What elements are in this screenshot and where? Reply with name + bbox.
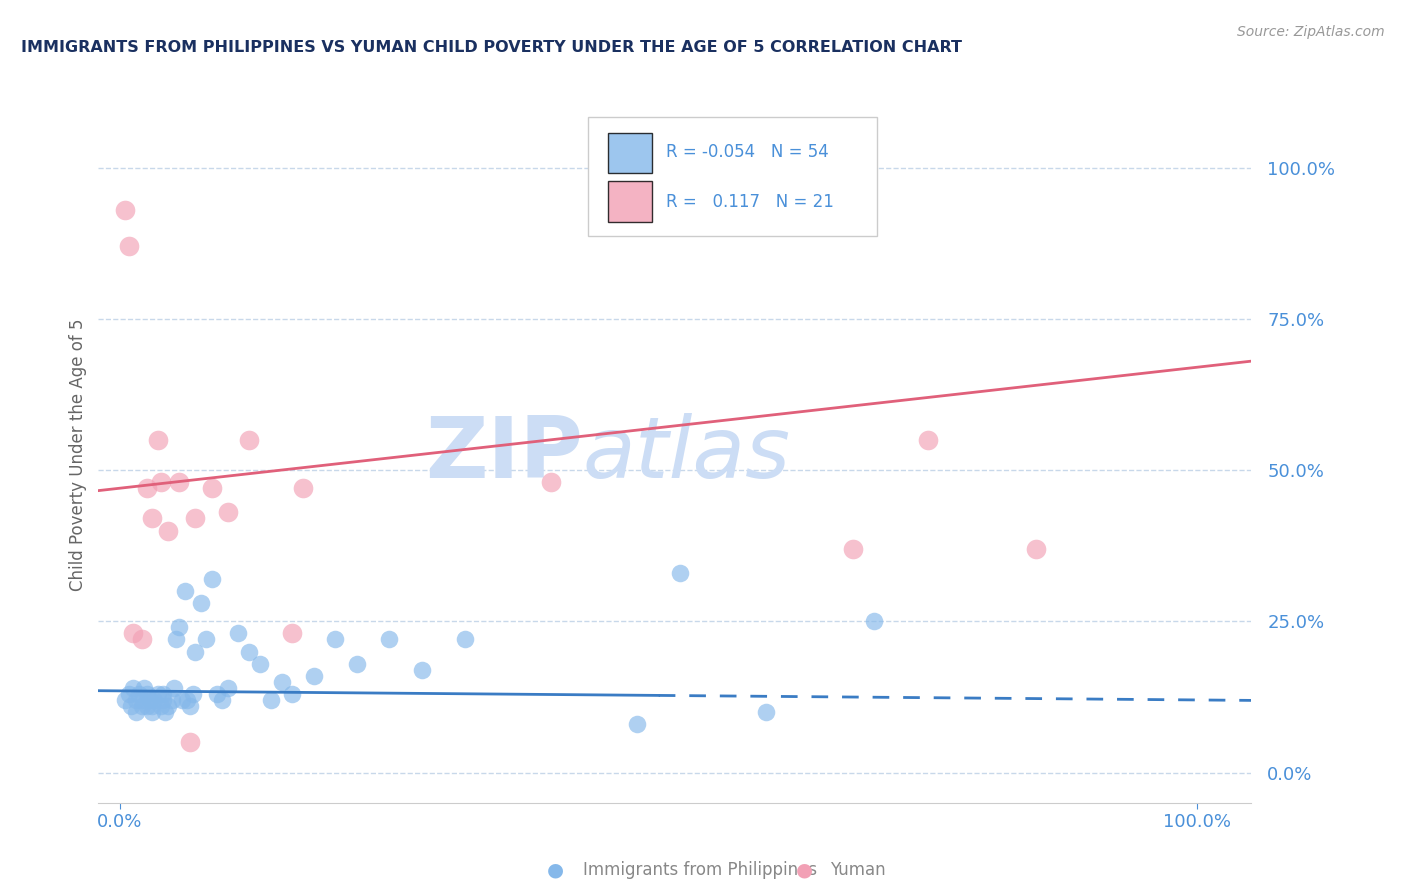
Point [292,481,315,495]
Text: R =   0.117   N = 21: R = 0.117 N = 21 [665,193,834,211]
Point [149,698,172,713]
Point [131,632,153,647]
Text: R = -0.054   N = 54: R = -0.054 N = 54 [665,143,828,161]
Point [173,584,195,599]
Point [146,687,169,701]
Point [122,681,145,695]
Text: ZIP: ZIP [425,413,582,497]
Point [841,541,863,556]
Point [249,657,271,671]
Point [149,475,172,490]
Point [260,693,283,707]
FancyBboxPatch shape [607,181,652,222]
Point [157,524,180,538]
Point [228,626,250,640]
Point [135,698,157,713]
Point [139,693,162,707]
Text: Yuman: Yuman [830,861,886,879]
Point [179,735,201,749]
Point [155,705,177,719]
Point [238,433,260,447]
Point [125,693,148,707]
Point [205,687,228,701]
Point [141,705,163,719]
Point [157,698,180,713]
Point [238,644,260,658]
Point [270,674,292,689]
Point [125,705,148,719]
Point [184,644,207,658]
Point [141,511,163,525]
Point [146,433,169,447]
Point [172,693,194,707]
Point [128,687,150,701]
Text: Source: ZipAtlas.com: Source: ZipAtlas.com [1237,25,1385,39]
Point [200,572,222,586]
Point [167,475,190,490]
Point [755,705,778,719]
Point [200,481,222,495]
Point [281,687,304,701]
Text: IMMIGRANTS FROM PHILIPPINES VS YUMAN CHILD POVERTY UNDER THE AGE OF 5 CORRELATIO: IMMIGRANTS FROM PHILIPPINES VS YUMAN CHI… [21,40,962,55]
Point [669,566,692,580]
Point [346,657,368,671]
Point [152,693,174,707]
Point [176,693,198,707]
Point [122,626,145,640]
FancyBboxPatch shape [589,118,877,235]
Point [325,632,347,647]
Point [131,693,153,707]
Point [626,717,648,731]
Point [917,433,939,447]
Point [454,632,477,647]
Point [160,693,183,707]
Point [184,511,207,525]
Point [131,698,153,713]
Point [114,693,136,707]
Point [190,596,212,610]
Text: Immigrants from Philippines: Immigrants from Philippines [583,861,818,879]
Point [181,687,204,701]
Point [281,626,304,640]
Point [217,505,239,519]
Point [163,681,186,695]
Point [135,481,157,495]
Text: atlas: atlas [582,413,790,497]
Point [179,698,201,713]
Point [114,202,136,217]
Point [117,687,139,701]
Point [141,698,163,713]
Point [120,698,142,713]
Point [167,620,190,634]
Point [217,681,239,695]
Text: ●: ● [547,860,564,880]
Point [863,615,886,629]
Point [540,475,562,490]
Text: ●: ● [796,860,813,880]
Point [135,687,157,701]
Point [302,669,325,683]
Point [211,693,233,707]
Point [411,663,433,677]
Y-axis label: Child Poverty Under the Age of 5: Child Poverty Under the Age of 5 [69,318,87,591]
Point [152,687,174,701]
Point [195,632,218,647]
Point [132,681,155,695]
Point [117,239,139,253]
Point [378,632,401,647]
FancyBboxPatch shape [607,133,652,173]
Point [143,693,166,707]
Point [1025,541,1047,556]
Point [165,632,187,647]
